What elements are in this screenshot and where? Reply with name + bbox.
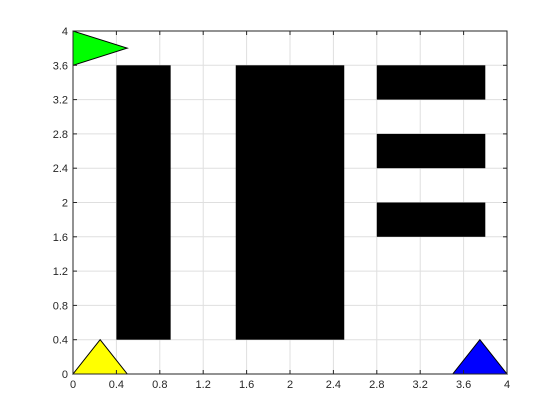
- y-tick-label: 3.2: [53, 95, 68, 107]
- y-tick-label: 0.8: [53, 300, 68, 312]
- obstacle-rect: [376, 133, 486, 169]
- x-axis-ticks: 0 0.4 0.8 1.2 1.6 2 2.4 2.8 3.2 3.6 4: [70, 31, 510, 391]
- x-tick-label: 3.2: [413, 379, 428, 391]
- x-tick-label: 3.6: [456, 379, 471, 391]
- obstacles: [116, 65, 486, 340]
- x-tick-label: 2.4: [326, 379, 341, 391]
- y-tick-label: 2: [62, 198, 68, 210]
- y-tick-label: 1.2: [53, 266, 68, 278]
- obstacle-rect: [116, 65, 171, 340]
- x-tick-label: 2.8: [369, 379, 384, 391]
- x-tick-label: 4: [504, 379, 510, 391]
- markers: [71, 30, 509, 375]
- y-tick-label: 0.4: [53, 335, 68, 347]
- x-tick-label: 0.4: [109, 379, 124, 391]
- y-tick-label: 1.6: [53, 232, 68, 244]
- x-tick-label: 0.8: [152, 379, 167, 391]
- y-axis-ticks: 0 0.4 0.8 1.2 1.6 2 2.4 2.8 3.2 3.6 4: [53, 26, 507, 381]
- obstacle-rect: [376, 202, 486, 237]
- x-tick-label: 1.6: [239, 379, 254, 391]
- obstacle-rect: [235, 65, 290, 340]
- obstacle-rect: [290, 65, 345, 340]
- y-tick-label: 2.4: [53, 163, 68, 175]
- obstacle-rect: [376, 65, 486, 100]
- x-tick-label: 2: [287, 379, 293, 391]
- y-tick-label: 4: [62, 26, 68, 38]
- x-tick-label: 0: [70, 379, 76, 391]
- y-tick-label: 2.8: [53, 129, 68, 141]
- y-tick-label: 0: [62, 369, 68, 381]
- x-tick-label: 1.2: [196, 379, 211, 391]
- y-tick-label: 3.6: [53, 60, 68, 72]
